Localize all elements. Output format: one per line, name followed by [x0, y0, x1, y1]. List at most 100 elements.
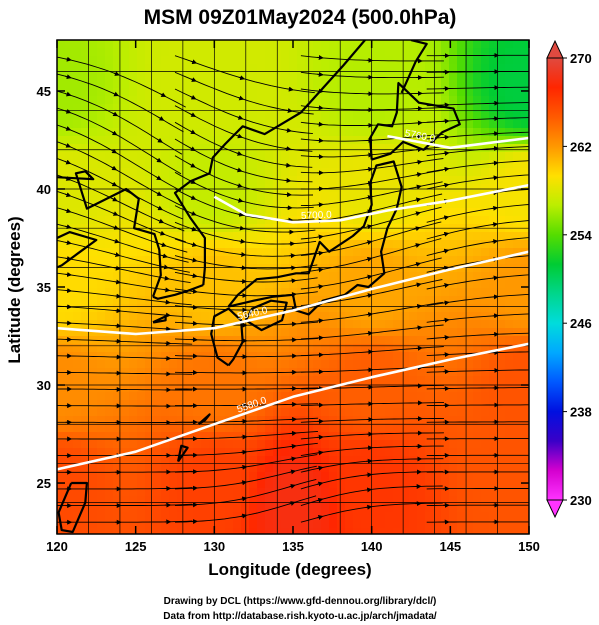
field-cell	[57, 264, 66, 273]
field-cell	[513, 496, 522, 505]
field-cell	[321, 464, 330, 473]
field-cell	[233, 80, 242, 89]
field-cell	[513, 40, 522, 49]
field-cell	[249, 400, 258, 409]
field-cell	[137, 408, 146, 417]
field-cell	[177, 360, 186, 369]
field-cell	[313, 184, 322, 193]
field-cell	[521, 304, 529, 313]
field-cell	[353, 272, 362, 281]
field-cell	[401, 96, 410, 105]
field-cell	[457, 448, 466, 457]
field-cell	[345, 176, 354, 185]
field-cell	[353, 72, 362, 81]
field-cell	[457, 216, 466, 225]
field-cell	[425, 112, 434, 121]
field-cell	[217, 216, 226, 225]
field-cell	[465, 80, 474, 89]
field-cell	[425, 216, 434, 225]
field-cell	[385, 104, 394, 113]
field-cell	[521, 400, 529, 409]
field-cell	[65, 456, 74, 465]
field-cell	[377, 312, 386, 321]
field-cell	[465, 264, 474, 273]
field-cell	[161, 120, 170, 129]
field-cell	[225, 64, 234, 73]
field-cell	[113, 352, 122, 361]
field-cell	[209, 104, 218, 113]
field-cell	[409, 392, 418, 401]
field-cell	[321, 88, 330, 97]
field-cell	[441, 448, 450, 457]
field-cell	[449, 520, 458, 529]
field-cell	[185, 528, 194, 534]
field-cell	[177, 408, 186, 417]
field-cell	[225, 296, 234, 305]
field-cell	[297, 352, 306, 361]
field-cell	[225, 456, 234, 465]
field-cell	[505, 176, 514, 185]
field-cell	[249, 256, 258, 265]
field-cell	[89, 272, 98, 281]
field-cell	[185, 344, 194, 353]
field-cell	[497, 408, 506, 417]
stream-arrow	[114, 265, 121, 271]
field-cell	[113, 456, 122, 465]
stream-arrow	[237, 211, 245, 217]
field-cell	[377, 440, 386, 449]
field-cell	[209, 184, 218, 193]
field-cell	[385, 64, 394, 73]
field-cell	[489, 160, 498, 169]
field-cell	[105, 528, 114, 534]
field-cell	[257, 464, 266, 473]
field-cell	[105, 448, 114, 457]
field-cell	[177, 400, 186, 409]
field-cell	[497, 184, 506, 193]
field-cell	[121, 440, 130, 449]
field-cell	[113, 184, 122, 193]
field-cell	[217, 448, 226, 457]
field-cell	[97, 144, 106, 153]
field-cell	[417, 96, 426, 105]
field-cell	[217, 64, 226, 73]
field-cell	[225, 216, 234, 225]
field-cell	[185, 104, 194, 113]
field-cell	[137, 272, 146, 281]
field-cell	[425, 464, 434, 473]
field-cell	[497, 288, 506, 297]
field-cell	[145, 400, 154, 409]
field-cell	[233, 136, 242, 145]
field-cell	[481, 192, 490, 201]
field-cell	[121, 424, 130, 433]
field-cell	[457, 512, 466, 521]
field-cell	[297, 160, 306, 169]
field-cell	[457, 80, 466, 89]
field-cell	[153, 480, 162, 489]
field-cell	[201, 160, 210, 169]
field-cell	[145, 280, 154, 289]
field-cell	[57, 120, 66, 129]
field-cell	[153, 376, 162, 385]
field-cell	[145, 136, 154, 145]
field-cell	[289, 504, 298, 513]
field-cell	[73, 192, 82, 201]
field-cell	[505, 280, 514, 289]
field-cell	[473, 304, 482, 313]
field-cell	[313, 520, 322, 529]
field-cell	[81, 88, 90, 97]
field-cell	[457, 400, 466, 409]
field-cell	[201, 440, 210, 449]
field-cell	[185, 392, 194, 401]
stream-arrow	[110, 165, 118, 171]
field-cell	[497, 432, 506, 441]
field-cell	[217, 120, 226, 129]
field-cell	[505, 264, 514, 273]
field-cell	[305, 336, 314, 345]
field-cell	[193, 120, 202, 129]
field-cell	[497, 336, 506, 345]
field-cell	[337, 232, 346, 241]
field-cell	[217, 104, 226, 113]
field-cell	[113, 424, 122, 433]
field-cell	[121, 288, 130, 297]
field-cell	[417, 408, 426, 417]
